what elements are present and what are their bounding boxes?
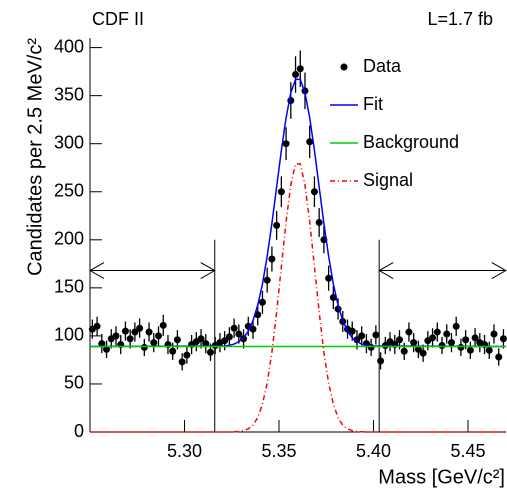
legend-marker bbox=[340, 63, 348, 71]
data-point bbox=[263, 276, 271, 284]
y-tick-label: 400 bbox=[54, 36, 84, 56]
data-point bbox=[131, 328, 139, 336]
data-point bbox=[178, 358, 186, 366]
y-tick-label: 300 bbox=[54, 132, 84, 152]
data-point bbox=[103, 345, 111, 353]
data-point bbox=[443, 330, 451, 338]
data-point bbox=[315, 219, 323, 227]
data-point bbox=[329, 293, 337, 301]
data-point bbox=[410, 339, 418, 347]
data-point bbox=[197, 335, 205, 343]
data-point bbox=[277, 188, 285, 196]
data-point bbox=[372, 331, 380, 339]
data-point bbox=[140, 343, 148, 351]
experiment-label: CDF II bbox=[92, 9, 144, 29]
arrow-head bbox=[378, 262, 394, 279]
data-point bbox=[353, 336, 361, 344]
data-point bbox=[429, 334, 437, 342]
x-axis-label: Mass [GeV/c²] bbox=[378, 466, 505, 488]
data-point bbox=[136, 324, 144, 332]
curve bbox=[90, 163, 506, 433]
data-point bbox=[325, 274, 333, 282]
y-tick-label: 150 bbox=[54, 277, 84, 297]
data-point bbox=[358, 332, 366, 340]
luminosity-label: L=1.7 fb bbox=[427, 9, 493, 29]
data-point bbox=[400, 347, 408, 355]
data-point bbox=[268, 255, 276, 263]
y-tick-label: 350 bbox=[54, 84, 84, 104]
data-point bbox=[150, 339, 158, 347]
y-tick-label: 100 bbox=[54, 325, 84, 345]
data-point bbox=[495, 353, 503, 361]
data-point bbox=[457, 343, 465, 351]
data-point bbox=[292, 71, 300, 79]
data-point bbox=[173, 336, 181, 344]
data-point bbox=[433, 328, 441, 336]
data-point bbox=[462, 336, 470, 344]
data-point bbox=[169, 347, 177, 355]
data-point bbox=[93, 322, 101, 330]
data-point bbox=[258, 298, 266, 306]
data-point bbox=[155, 332, 163, 340]
arrow-head bbox=[200, 262, 216, 279]
arrow-head bbox=[491, 262, 507, 279]
data-point bbox=[273, 221, 281, 229]
data-point bbox=[296, 65, 304, 73]
x-tick-label: 5.30 bbox=[167, 441, 202, 461]
data-point bbox=[221, 337, 229, 345]
legend-label: Background bbox=[363, 132, 459, 152]
data-point bbox=[249, 325, 257, 333]
data-point bbox=[452, 322, 460, 330]
y-axis-label: Candidates per 2.5 MeV/c² bbox=[24, 38, 46, 276]
data-point bbox=[405, 328, 413, 336]
y-tick-label: 200 bbox=[54, 229, 84, 249]
y-tick-label: 0 bbox=[74, 421, 84, 441]
legend-label: Data bbox=[363, 56, 402, 76]
data-point bbox=[183, 351, 191, 359]
data-point bbox=[395, 336, 403, 344]
data-point bbox=[466, 346, 474, 354]
data-point bbox=[145, 328, 153, 336]
legend-label: Signal bbox=[363, 170, 413, 190]
legend-label: Fit bbox=[363, 94, 383, 114]
data-point bbox=[282, 140, 290, 148]
data-point bbox=[419, 349, 427, 357]
y-tick-label: 250 bbox=[54, 181, 84, 201]
data-point bbox=[447, 339, 455, 347]
x-tick-label: 5.35 bbox=[261, 441, 296, 461]
y-tick-label: 50 bbox=[64, 373, 84, 393]
data-point bbox=[490, 330, 498, 338]
data-point bbox=[306, 138, 314, 146]
x-tick-label: 5.40 bbox=[356, 441, 391, 461]
data-point bbox=[414, 345, 422, 353]
data-point bbox=[126, 335, 134, 343]
data-point bbox=[471, 334, 479, 342]
data-point bbox=[235, 330, 243, 338]
arrow-head bbox=[88, 262, 105, 279]
data-point bbox=[225, 333, 233, 341]
data-point bbox=[159, 321, 167, 329]
data-point bbox=[348, 327, 356, 335]
data-point bbox=[121, 327, 129, 335]
data-point bbox=[230, 324, 238, 332]
data-point bbox=[377, 357, 385, 365]
data-point bbox=[499, 335, 507, 343]
data-point bbox=[112, 332, 120, 340]
curve bbox=[89, 78, 506, 348]
data-point bbox=[310, 188, 318, 196]
data-point bbox=[485, 346, 493, 354]
data-point bbox=[206, 348, 214, 356]
x-tick-label: 5.45 bbox=[450, 441, 485, 461]
data-point bbox=[98, 340, 106, 348]
